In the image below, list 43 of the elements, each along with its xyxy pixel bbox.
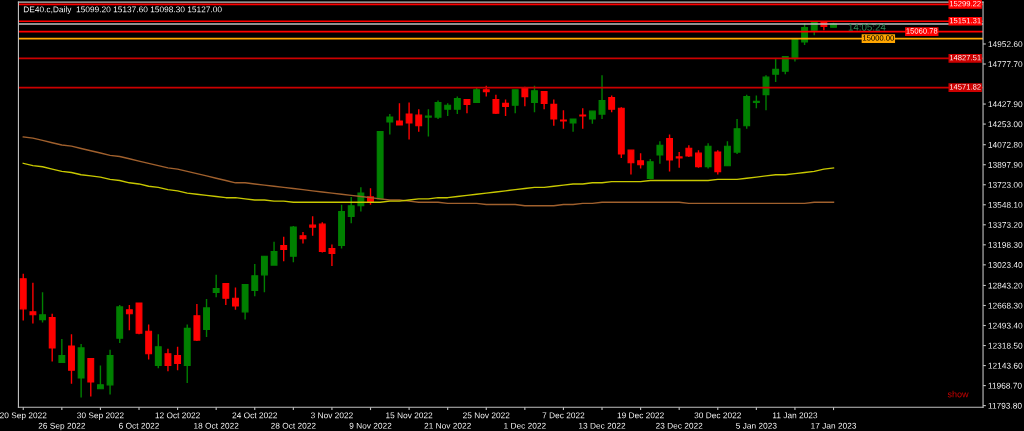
y-tick-label: 12318.50 [988, 342, 1023, 349]
y-tick-label: 12493.40 [988, 322, 1023, 329]
y-tick-label: 13723.00 [988, 181, 1023, 188]
y-tick-label: 13373.20 [988, 221, 1023, 228]
x-tick-label: 28 Oct 2022 [271, 422, 316, 429]
x-tick-label: 20 Sep 2022 [0, 412, 47, 420]
x-tick-label: 30 Dec 2022 [694, 412, 741, 419]
y-tick-label: 11968.70 [988, 382, 1022, 389]
y-tick-label: 12143.60 [988, 362, 1023, 369]
x-tick-label: 23 Dec 2022 [655, 422, 703, 429]
y-tick-label: 12668.30 [988, 302, 1023, 309]
x-tick-label: 24 Oct 2022 [232, 412, 278, 419]
chart-title: DE40.c,Daily 15099.20 15137.60 15098.30 15127.00 [23, 6, 222, 14]
x-tick-label: 6 Oct 2022 [119, 422, 159, 429]
annotation: 14:05:24 [848, 23, 886, 31]
x-tick-label: 5 Jan 2023 [736, 422, 777, 429]
x-tick-label: 25 Nov 2022 [463, 412, 510, 419]
y-tick-label: 14427.90 [988, 101, 1023, 108]
y-tick-label: 13548.10 [988, 201, 1023, 208]
x-tick-label: 9 Nov 2022 [349, 422, 392, 429]
x-tick-label: 26 Sep 2022 [38, 422, 86, 431]
y-tick-label: 14253.00 [988, 121, 1023, 128]
x-tick-label: 11 Jan 2023 [772, 412, 818, 419]
x-tick-label: 21 Nov 2022 [424, 422, 471, 429]
y-tick-label: 14072.80 [988, 141, 1023, 148]
x-tick-label: 12 Oct 2022 [155, 412, 200, 419]
x-tick-label: 18 Oct 2022 [194, 422, 239, 429]
x-tick-label: 1 Dec 2022 [504, 422, 546, 429]
x-tick-label: 15 Nov 2022 [386, 412, 433, 419]
x-tick-label: 19 Dec 2022 [617, 412, 664, 419]
x-tick-label: 17 Jan 2023 [811, 422, 857, 429]
x-tick-label: 13 Dec 2022 [579, 422, 626, 429]
annotation: show [947, 390, 969, 398]
y-tick-label: 11793.80 [988, 402, 1022, 409]
y-tick-label: 14777.70 [988, 61, 1023, 68]
x-tick-label: 30 Sep 2022 [77, 412, 124, 420]
x-tick-label: 3 Nov 2022 [310, 412, 353, 419]
x-tick-label: 7 Dec 2022 [542, 412, 585, 419]
y-tick-label: 12843.20 [988, 282, 1023, 289]
y-tick-label: 13198.30 [988, 242, 1023, 248]
y-tick-label: 13897.90 [988, 161, 1023, 168]
y-tick-label: 13023.40 [988, 262, 1023, 268]
y-tick-label: 14952.60 [988, 41, 1023, 48]
